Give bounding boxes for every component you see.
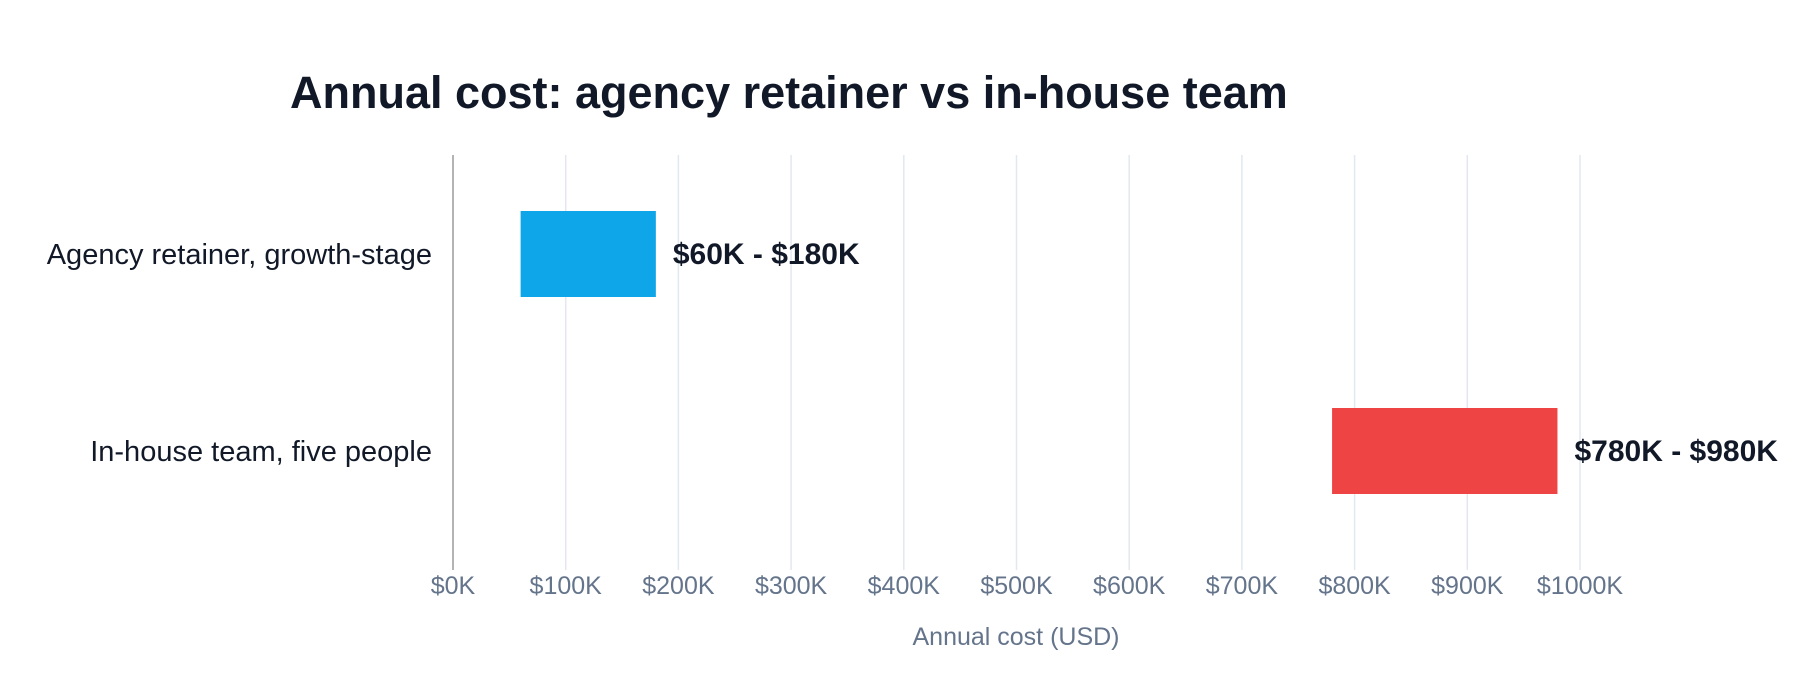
x-tick-label: $500K bbox=[980, 572, 1053, 600]
x-tick-label: $200K bbox=[642, 572, 715, 600]
category-label: Agency retainer, growth-stage bbox=[47, 239, 432, 271]
bar-value-label: $780K - $980K bbox=[1574, 435, 1778, 468]
x-tick-label: $600K bbox=[1093, 572, 1166, 600]
x-tick-label: $700K bbox=[1206, 572, 1279, 600]
x-tick-labels: $0K $100K $200K $300K $400K $500K $600K $700K $8… bbox=[431, 572, 1624, 600]
x-axis-title: Annual cost (USD) bbox=[912, 623, 1119, 651]
x-tick-label: $900K bbox=[1431, 572, 1504, 600]
x-tick-label: $1000K bbox=[1537, 572, 1624, 600]
x-tick-label: $0K bbox=[431, 572, 476, 600]
x-tick-label: $800K bbox=[1318, 572, 1391, 600]
x-tick-label: $300K bbox=[755, 572, 828, 600]
x-tick-label: $100K bbox=[530, 572, 603, 600]
category-label: In-house team, five people bbox=[90, 436, 432, 468]
x-tick-label: $400K bbox=[868, 572, 941, 600]
chart-title: Annual cost: agency retainer vs in-house… bbox=[290, 67, 1288, 118]
bar-2 bbox=[1332, 408, 1558, 494]
bars-group: $60K - $180K $780K - $980K bbox=[520, 211, 1778, 494]
bar-1 bbox=[520, 211, 656, 297]
bar-value-label: $60K - $180K bbox=[673, 238, 860, 271]
category-labels: Agency retainer, growth-stage In-house te… bbox=[47, 239, 432, 468]
gridlines bbox=[564, 155, 1581, 570]
